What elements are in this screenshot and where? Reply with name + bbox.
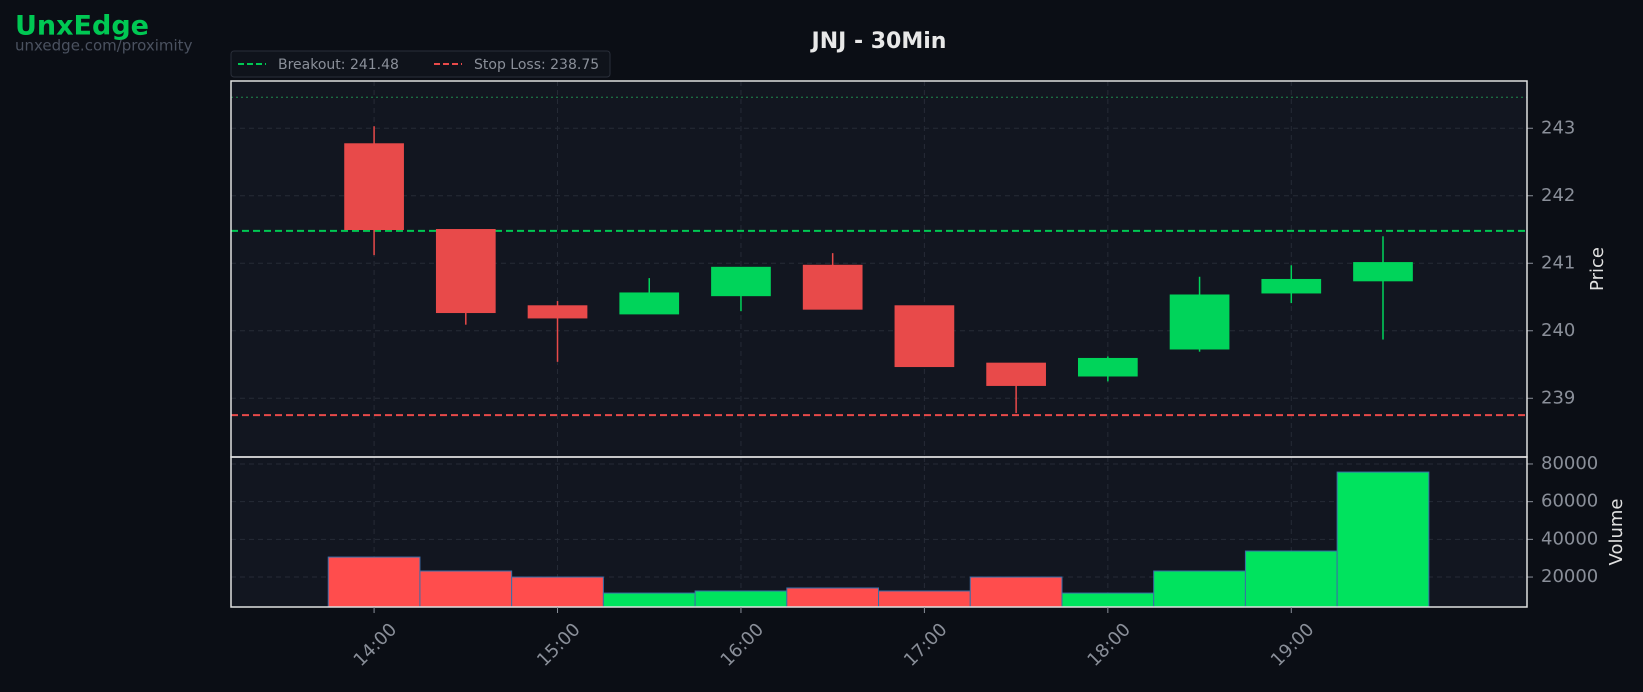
volume-bar	[602, 592, 696, 608]
x-tick-label: 16:00	[717, 619, 769, 671]
volume-bar	[694, 590, 788, 608]
y-tick-label: 40000	[1541, 528, 1598, 549]
legend-label: Stop Loss: 238.75	[474, 57, 599, 73]
volume-bar	[1336, 471, 1430, 608]
volume-bar	[878, 590, 971, 608]
x-tick-label: 17:00	[900, 619, 952, 671]
y-tick-label: 241	[1541, 252, 1575, 273]
y-tick-label: 60000	[1541, 491, 1598, 512]
y-tick-label: 80000	[1541, 453, 1598, 474]
volume-bar	[1244, 550, 1338, 608]
volume-bar	[419, 570, 513, 608]
y-axis-label: Volume	[1606, 499, 1627, 566]
candle-body	[527, 305, 588, 319]
x-tick-label: 14:00	[350, 619, 402, 671]
legend-label: Breakout: 241.48	[278, 57, 399, 73]
legend-box	[230, 50, 611, 78]
y-tick-label: 240	[1541, 320, 1575, 341]
candle-body	[711, 266, 771, 297]
candle-body	[1077, 357, 1138, 377]
candle-body	[986, 362, 1046, 386]
chart-title: JNJ - 30Min	[810, 29, 947, 54]
volume-bar	[327, 556, 421, 608]
candle-body	[802, 264, 863, 310]
candle-body	[1353, 262, 1413, 282]
volume-frame	[230, 456, 1528, 608]
brand-name: UnxEdge	[15, 11, 149, 42]
x-tick-label: 19:00	[1267, 619, 1319, 671]
x-tick-label: 15:00	[533, 619, 585, 671]
volume-bar	[1061, 592, 1155, 608]
candle-body	[435, 229, 496, 314]
price-panel	[231, 81, 1527, 457]
volume-bar	[969, 576, 1063, 608]
candle-body	[1261, 278, 1322, 294]
candle-body	[619, 292, 680, 315]
x-tick-label: 18:00	[1083, 619, 1135, 671]
brand-url: unxedge.com/proximity	[15, 37, 193, 55]
volume-bar	[511, 576, 604, 608]
y-axis-label: Price	[1587, 247, 1608, 291]
candle-body	[344, 143, 404, 231]
candle-body	[1169, 294, 1230, 350]
volume-bar	[1153, 570, 1246, 608]
y-tick-label: 243	[1541, 117, 1575, 138]
volume-bar	[786, 587, 880, 608]
y-tick-label: 239	[1541, 387, 1575, 408]
candle-body	[894, 305, 955, 368]
y-tick-label: 242	[1541, 185, 1575, 206]
y-tick-label: 20000	[1541, 566, 1598, 587]
